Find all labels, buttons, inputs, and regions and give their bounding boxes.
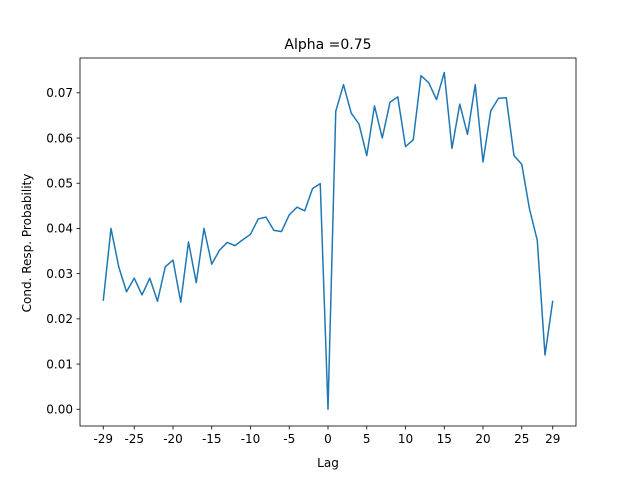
data-point — [195, 282, 197, 284]
data-point — [180, 301, 182, 303]
y-tick-label: 0.02 — [46, 312, 73, 326]
series-line-0 — [102, 71, 554, 411]
data-point — [296, 206, 298, 208]
x-tick-label: -29 — [93, 432, 113, 446]
data-point — [149, 277, 151, 279]
data-point — [273, 229, 275, 231]
data-point — [211, 263, 213, 265]
data-point — [219, 249, 221, 251]
data-point — [304, 210, 306, 212]
x-tick-label: 0 — [324, 432, 332, 446]
x-tick-label: -10 — [241, 432, 261, 446]
data-point — [467, 134, 469, 136]
data-point — [451, 148, 453, 150]
data-point — [281, 231, 283, 233]
y-tick-label: 0.04 — [46, 222, 73, 236]
chart-title: Alpha =0.75 — [284, 37, 371, 53]
data-point — [335, 111, 337, 113]
y-tick-label: 0.00 — [46, 403, 73, 417]
data-point — [102, 300, 104, 302]
x-tick-label: -20 — [163, 432, 183, 446]
data-point — [319, 183, 321, 185]
y-tick-label: 0.05 — [46, 177, 73, 191]
data-point — [141, 294, 143, 296]
data-point — [513, 155, 515, 157]
data-point — [474, 84, 476, 86]
data-point — [118, 266, 120, 268]
data-point — [397, 96, 399, 98]
data-point — [312, 188, 314, 190]
y-tick-label: 0.03 — [46, 267, 73, 281]
data-point — [126, 291, 128, 293]
y-axis-label: Cond. Resp. Probability — [20, 174, 34, 313]
y-tick-label: 0.06 — [46, 131, 73, 145]
x-tick-label: 5 — [363, 432, 371, 446]
data-point — [343, 84, 345, 86]
x-tick-label: -15 — [202, 432, 222, 446]
data-point — [234, 245, 236, 247]
data-point — [459, 103, 461, 105]
x-tick-label: 25 — [514, 432, 529, 446]
y-tick-label: 0.07 — [46, 86, 73, 100]
x-tick-label: 15 — [437, 432, 452, 446]
data-point — [374, 105, 376, 107]
data-point — [405, 146, 407, 148]
data-point — [436, 99, 438, 101]
plot-area: -29 -25 -20 -15 -10 -5 0 5 10 15 20 25 29 0.00 0.01 0.0… — [46, 57, 577, 446]
data-point — [188, 241, 190, 243]
x-tick-label: 20 — [475, 432, 490, 446]
data-point — [257, 218, 259, 220]
y-tick-label: 0.01 — [46, 357, 73, 371]
x-tick-label: -5 — [283, 432, 295, 446]
data-point — [498, 97, 500, 99]
data-point — [350, 112, 352, 114]
data-point — [164, 266, 166, 268]
data-point — [389, 102, 391, 104]
data-point — [505, 97, 507, 99]
data-point — [288, 214, 290, 216]
data-point — [242, 239, 244, 241]
data-point — [552, 300, 554, 302]
data-point — [428, 82, 430, 84]
data-point — [420, 75, 422, 77]
data-point — [265, 216, 267, 218]
x-tick-label: 10 — [398, 432, 413, 446]
data-point — [250, 234, 252, 236]
data-point — [412, 139, 414, 141]
data-point — [490, 110, 492, 112]
data-point — [226, 242, 228, 244]
data-point — [521, 163, 523, 165]
x-tick-label: 29 — [545, 432, 560, 446]
data-point — [529, 208, 531, 210]
data-point — [443, 72, 445, 74]
data-point — [358, 123, 360, 125]
data-point — [110, 228, 112, 230]
x-axis-label: Lag — [317, 456, 339, 470]
x-tick-label: -25 — [124, 432, 144, 446]
data-point — [381, 137, 383, 139]
data-point — [544, 354, 546, 356]
data-point — [366, 155, 368, 157]
data-point — [172, 259, 174, 261]
data-point — [536, 239, 538, 241]
data-point — [157, 300, 159, 302]
data-point — [482, 161, 484, 163]
data-point — [133, 277, 135, 279]
data-point — [203, 228, 205, 230]
data-point — [327, 408, 329, 410]
